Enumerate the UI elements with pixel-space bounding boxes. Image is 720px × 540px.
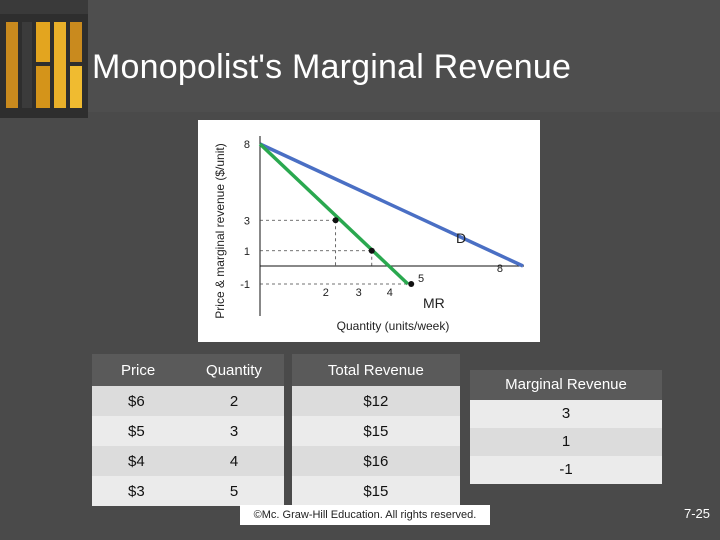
y-tick-label: 8 bbox=[244, 139, 250, 151]
y-axis-label-wrap: Price & marginal revenue ($/unit) bbox=[198, 120, 242, 342]
x-tick-label: 8 bbox=[497, 263, 503, 275]
cell-price: $5 bbox=[92, 416, 185, 446]
y-tick-label: 3 bbox=[244, 215, 250, 227]
marginal-revenue-line bbox=[258, 142, 410, 286]
header-total-revenue: Total Revenue bbox=[291, 354, 460, 386]
data-point-2 bbox=[408, 281, 415, 287]
x-axis-label: Quantity (units/week) bbox=[337, 319, 450, 333]
copyright-notice: ©Mc. Graw-Hill Education. All rights res… bbox=[240, 505, 490, 525]
mr-value: 1 bbox=[470, 428, 662, 456]
y-tick-label: -1 bbox=[240, 279, 250, 291]
price-quantity-table: Price Quantity Total Revenue $6 2 $12 $5… bbox=[92, 354, 460, 506]
cell-price: $3 bbox=[92, 476, 185, 506]
cell-quantity: 2 bbox=[184, 386, 284, 416]
x-tick-label: 3 bbox=[356, 287, 362, 299]
marginal-revenue-label: MR bbox=[423, 295, 445, 311]
table-row: $4 4 $16 bbox=[92, 446, 460, 476]
chart-panel: 8 3 1 -1 2 3 4 5 8 D MR Quantity (units/week) bbox=[198, 120, 540, 342]
table-row: $3 5 $15 bbox=[92, 476, 460, 506]
data-point-0 bbox=[332, 217, 339, 224]
demand-label: D bbox=[456, 230, 466, 246]
data-point-1 bbox=[368, 247, 375, 254]
cell-quantity: 5 bbox=[184, 476, 284, 506]
mr-header: Marginal Revenue bbox=[470, 370, 662, 400]
table-row: $6 2 $12 bbox=[92, 386, 460, 416]
header-price: Price bbox=[92, 354, 185, 386]
x-tick-label: 5 bbox=[418, 273, 424, 285]
header-quantity: Quantity bbox=[184, 354, 284, 386]
title-bar bbox=[88, 0, 720, 112]
logo-panel bbox=[0, 0, 88, 118]
cell-total-revenue: $15 bbox=[291, 476, 460, 506]
cell-quantity: 3 bbox=[184, 416, 284, 446]
y-tick-label: 1 bbox=[244, 246, 250, 258]
table-row: $5 3 $15 bbox=[92, 416, 460, 446]
cell-total-revenue: $16 bbox=[291, 446, 460, 476]
cell-quantity: 4 bbox=[184, 446, 284, 476]
y-axis-label: Price & marginal revenue ($/unit) bbox=[213, 143, 227, 319]
mr-value: 3 bbox=[470, 400, 662, 428]
chart-svg: 8 3 1 -1 2 3 4 5 8 D MR Quantity (units/week) bbox=[240, 136, 524, 333]
table-header-row: Price Quantity Total Revenue bbox=[92, 354, 460, 386]
cell-total-revenue: $15 bbox=[291, 416, 460, 446]
x-tick-label: 2 bbox=[323, 287, 329, 299]
x-tick-label: 4 bbox=[387, 287, 393, 299]
cell-price: $6 bbox=[92, 386, 185, 416]
cell-total-revenue: $12 bbox=[291, 386, 460, 416]
demand-line bbox=[259, 142, 524, 268]
slide-number: 7-25 bbox=[684, 506, 711, 521]
marginal-revenue-table: Marginal Revenue 3 1 -1 bbox=[470, 370, 662, 484]
publisher-logo bbox=[0, 14, 88, 118]
slide-title: Monopolist's Marginal Revenue bbox=[92, 48, 572, 86]
cell-price: $4 bbox=[92, 446, 185, 476]
mr-value: -1 bbox=[470, 456, 662, 484]
